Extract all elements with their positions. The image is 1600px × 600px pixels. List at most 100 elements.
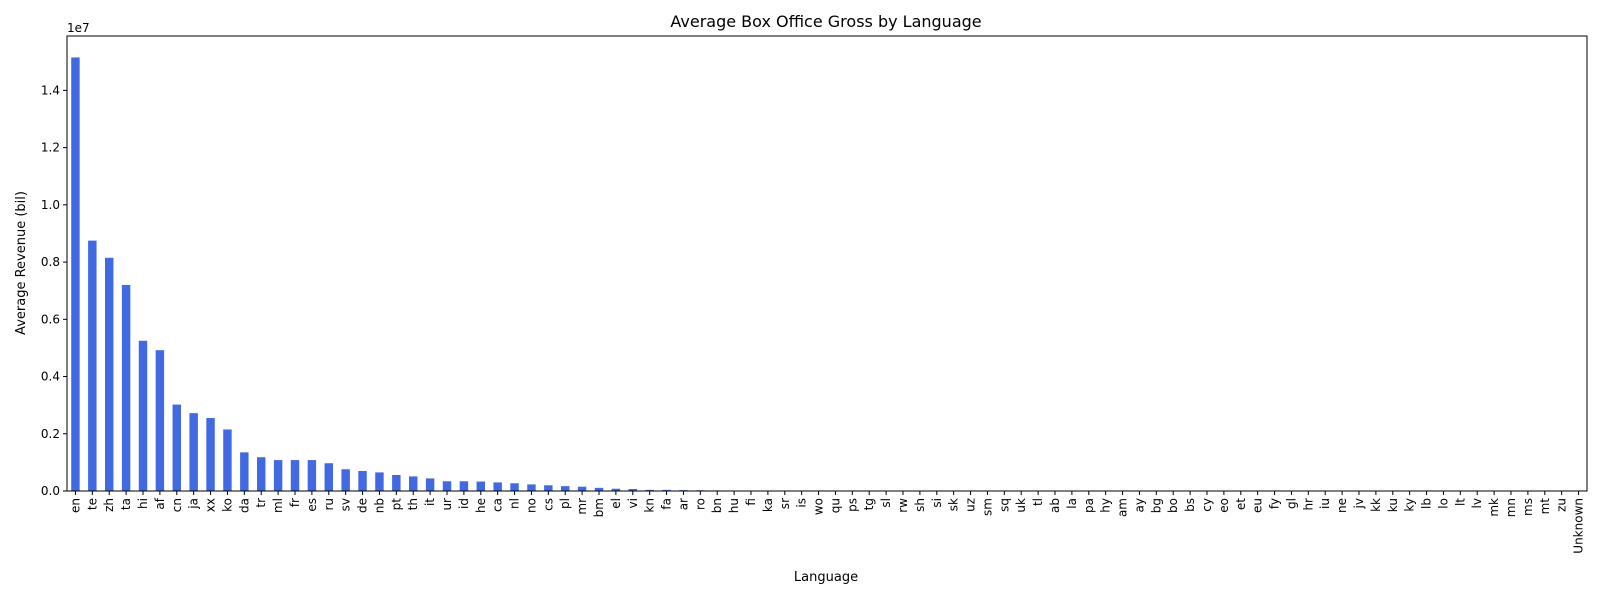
x-tick-label: mr — [575, 498, 589, 515]
x-tick-label: el — [609, 498, 623, 509]
x-tick-label: mk — [1487, 498, 1501, 517]
x-tick-label: zu — [1555, 498, 1569, 512]
y-tick-label: 0.4 — [41, 370, 60, 384]
bar-sv — [341, 469, 350, 491]
x-tick-label: lv — [1470, 498, 1484, 508]
x-tick-label: tl — [1031, 498, 1045, 506]
y-tick-label: 1.0 — [41, 198, 60, 212]
x-tick-label: qu — [828, 498, 842, 513]
bar-nb — [375, 472, 384, 491]
bar-en — [71, 57, 80, 492]
bar-cs — [544, 485, 553, 491]
bars-group — [71, 57, 823, 492]
bar-it — [425, 478, 435, 491]
y-axis-offset-label: 1e7 — [67, 21, 90, 35]
x-tick-label: cs — [541, 498, 555, 511]
x-tick-label: wo — [812, 498, 826, 515]
x-tick-label: sl — [879, 498, 893, 508]
x-tick-label: jv — [1352, 498, 1366, 509]
x-tick-label: bs — [1183, 498, 1197, 512]
x-tick-label: kn — [643, 498, 657, 513]
bar-da — [240, 452, 249, 491]
bar-vi — [628, 489, 637, 491]
x-tick-label: is — [795, 498, 809, 508]
x-tick-label: fr — [288, 498, 302, 507]
x-tick-label: fy — [1268, 498, 1282, 509]
x-tick-label: bn — [710, 498, 724, 513]
bar-ta — [121, 284, 131, 491]
bar-fa — [662, 489, 671, 491]
x-tick-label: rw — [896, 498, 910, 513]
x-tick-label: ar — [676, 498, 690, 510]
bar-kn — [645, 489, 654, 491]
x-tick-label: af — [153, 497, 167, 509]
x-tick-label: pa — [1082, 498, 1096, 513]
y-tick-label: 0.6 — [41, 312, 60, 326]
x-tick-label: ko — [220, 498, 234, 512]
bar-th — [409, 476, 418, 491]
bar-ml — [273, 460, 283, 491]
bar-no — [527, 484, 536, 491]
x-tick-label: de — [356, 498, 370, 513]
bar-de — [358, 470, 367, 491]
y-tick-label: 1.4 — [41, 83, 60, 97]
y-tick-label: 1.2 — [41, 141, 60, 155]
y-tick-label: 0.2 — [41, 427, 60, 441]
y-tick-label: 0.8 — [41, 255, 60, 269]
bar-ja — [189, 413, 198, 491]
x-tick-label: et — [1234, 498, 1248, 510]
bar-he — [476, 481, 485, 491]
bar-tr — [257, 457, 266, 491]
x-tick-label: vi — [626, 498, 640, 508]
bar-ur — [442, 481, 452, 491]
x-tick-label: te — [85, 498, 99, 510]
x-tick-label: ru — [322, 498, 336, 511]
bar-af — [155, 350, 165, 491]
x-tick-label: ka — [761, 498, 775, 512]
bar-zh — [105, 257, 114, 491]
x-tick-label: zh — [102, 498, 116, 512]
x-tick-label: lo — [1436, 498, 1450, 509]
x-tick-label: iu — [1318, 498, 1332, 509]
x-tick-label: ca — [491, 498, 505, 512]
x-tick-label: gl — [1284, 498, 1298, 509]
bar-fr — [290, 460, 300, 491]
x-tick-label: hr — [1301, 498, 1315, 511]
x-tick-label: da — [237, 498, 251, 513]
x-tick-label: sk — [947, 498, 961, 511]
bar-hi — [138, 340, 148, 491]
x-tick-label: fa — [660, 498, 674, 510]
bar-xx — [206, 418, 215, 491]
x-tick-label: es — [305, 498, 319, 512]
x-tick-label: ur — [440, 498, 454, 511]
x-tick-label: ky — [1403, 498, 1417, 512]
x-tick-label: bo — [1166, 498, 1180, 513]
bar-es — [307, 460, 317, 491]
x-tick-label: fi — [744, 498, 758, 506]
x-tick-label: it — [423, 498, 437, 506]
x-tick-label: pl — [558, 498, 572, 509]
x-tick-label: hy — [1099, 498, 1113, 513]
bar-pt — [392, 474, 401, 491]
x-tick-label: si — [930, 498, 944, 508]
x-tick-label: id — [457, 498, 471, 509]
y-axis-title: Average Revenue (bil) — [14, 191, 29, 335]
x-tick-label: Unknown — [1572, 498, 1586, 554]
x-tick-label: am — [1116, 498, 1130, 517]
x-tick-label: th — [406, 498, 420, 510]
x-tick-label: kk — [1369, 498, 1383, 512]
x-tick-label: ku — [1386, 498, 1400, 512]
bar-nl — [510, 483, 519, 491]
x-tick-label: hu — [727, 498, 741, 513]
x-tick-label: uk — [1014, 498, 1028, 513]
x-tick-label: en — [68, 498, 82, 513]
x-tick-label: mt — [1538, 498, 1552, 515]
x-tick-label: ms — [1521, 498, 1535, 516]
x-tick-label: nb — [372, 498, 386, 513]
x-tick-label: uz — [964, 498, 978, 512]
x-tick-label: eu — [1251, 498, 1265, 513]
x-tick-label: ay — [1132, 498, 1146, 512]
x-tick-label: tg — [862, 498, 876, 510]
x-ticks-group: en te zh ta hi af cn ja xx ko da tr ml fr es ru sv de nb pt… — [68, 491, 1586, 554]
